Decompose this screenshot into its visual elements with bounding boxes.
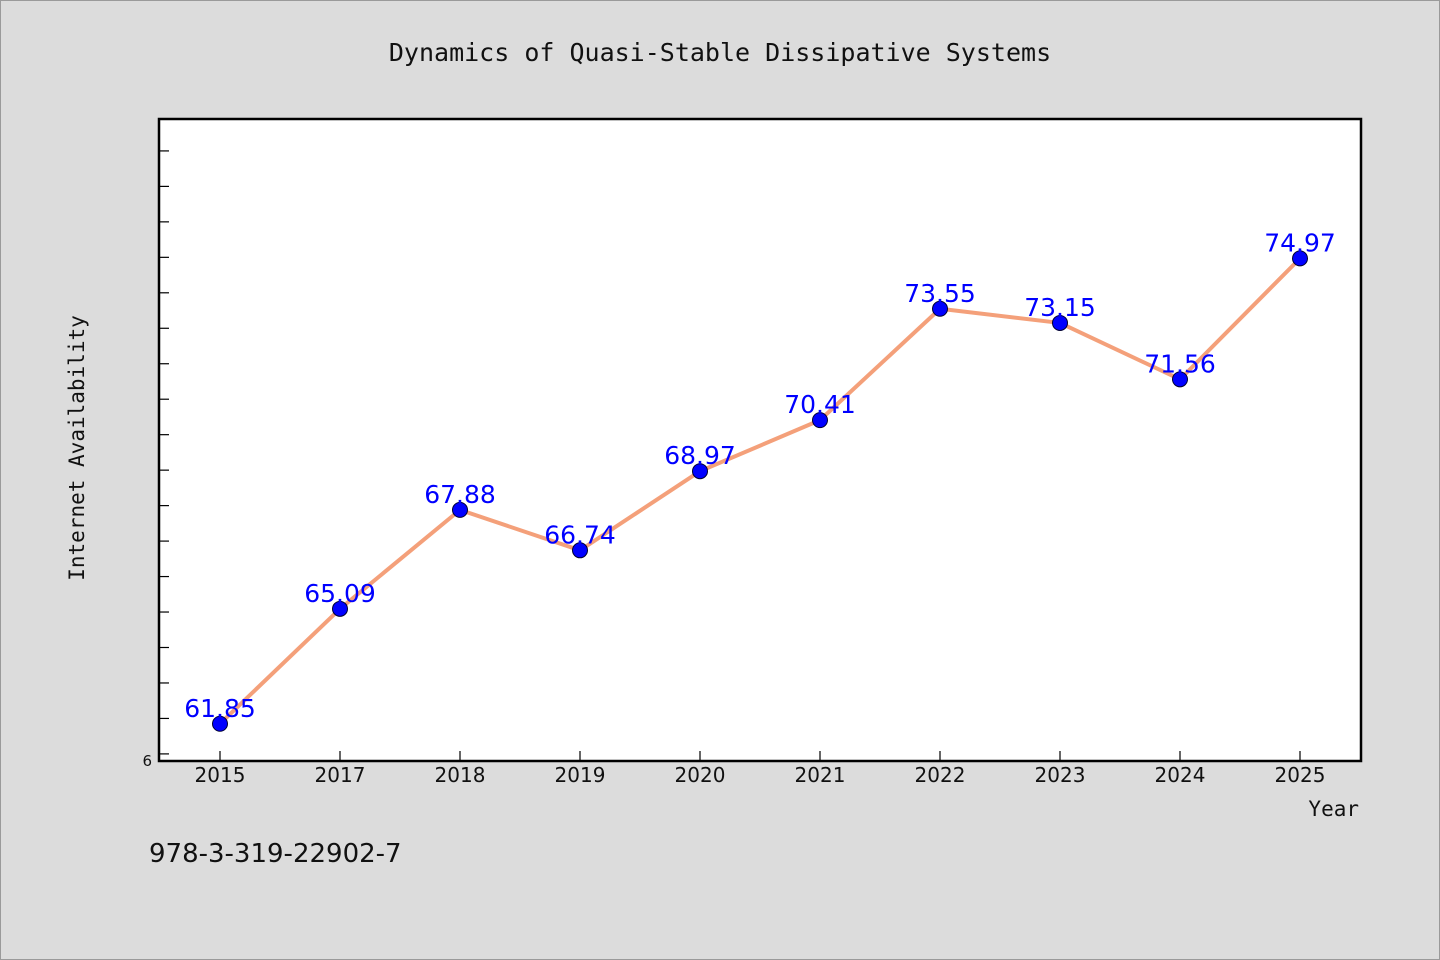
series-line-group [218,256,1302,726]
x-tick-label: 2017 [315,763,366,787]
data-label: 70.41 [784,390,856,419]
data-label: 68.97 [664,441,736,470]
series-line [218,256,1302,726]
x-tick-label: 2022 [915,763,966,787]
data-point [572,542,588,559]
data-point [1052,314,1068,331]
data-label: 65.09 [304,579,376,608]
data-point [452,501,468,518]
x-tick-label: 2015 [195,763,246,787]
x-axis-ticks: 2015 2017 2018 2019 2020 2021 2022 2023 2024 2025 [195,751,1326,787]
data-label: 61.85 [184,694,256,723]
data-label: 73.15 [1024,293,1096,322]
x-tick-label: 2018 [435,763,486,787]
data-point [212,715,228,732]
data-point [932,300,948,317]
y-tick-label: 6 [142,752,152,770]
x-tick-label: 2019 [555,763,606,787]
x-tick-label: 2021 [795,763,846,787]
data-point [812,412,828,429]
y-axis-ticks [159,150,169,755]
data-point [1292,250,1308,267]
data-labels: 61.85 65.09 67.88 66.74 68.97 70.41 73.55 73.15… [184,228,1336,722]
x-axis-title: Year [1308,797,1359,821]
y-axis-title: Internet Availability [65,315,89,581]
data-point [1172,371,1188,388]
data-label: 71.56 [1144,349,1216,378]
data-point [692,463,708,480]
footer-isbn: 978-3-319-22902-7 [149,839,402,869]
data-label: 67.88 [424,480,496,509]
data-label: 74.97 [1264,228,1336,257]
chart-title: Dynamics of Quasi-Stable Dissipative Sys… [389,38,1051,67]
x-tick-label: 2024 [1155,763,1206,787]
data-point [332,600,348,617]
data-label: 66.74 [544,520,616,549]
plot-area [157,117,1363,763]
x-tick-label: 2020 [675,763,726,787]
x-tick-label: 2023 [1035,763,1086,787]
x-tick-label: 2025 [1275,763,1326,787]
series-markers [212,250,1308,732]
data-label: 73.55 [904,279,976,308]
